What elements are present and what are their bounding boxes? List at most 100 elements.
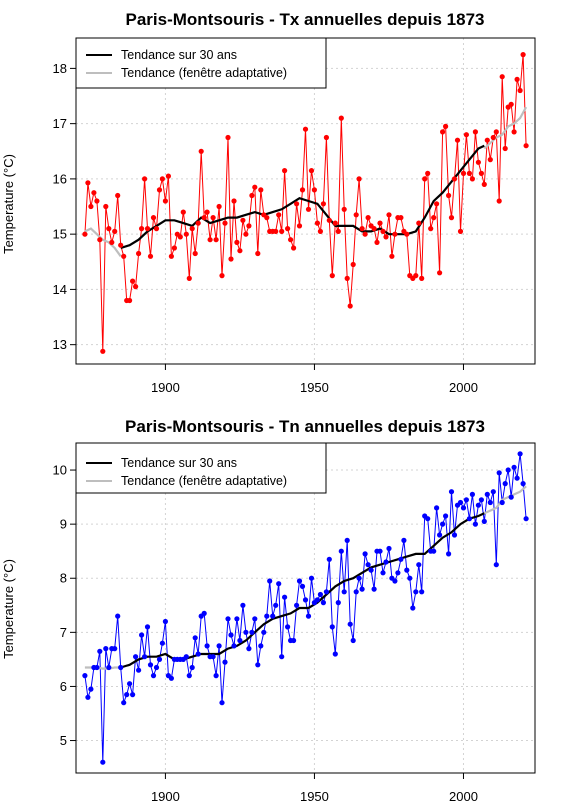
data-point bbox=[195, 220, 201, 226]
data-point bbox=[121, 700, 127, 706]
series-layer bbox=[82, 52, 529, 354]
data-point bbox=[115, 192, 121, 199]
data-point bbox=[139, 632, 145, 638]
y-axis-label: Temperature (°C) bbox=[1, 559, 16, 659]
data-point bbox=[472, 521, 478, 527]
data-point bbox=[341, 206, 347, 212]
data-point bbox=[317, 228, 323, 234]
legend-label-trend-adaptive: Tendance (fenêtre adaptative) bbox=[121, 66, 287, 80]
data-point bbox=[329, 273, 335, 279]
data-point bbox=[118, 242, 124, 248]
data-point bbox=[210, 654, 216, 660]
data-point bbox=[496, 198, 502, 204]
data-point bbox=[380, 570, 386, 576]
data-point bbox=[314, 597, 320, 603]
data-point bbox=[168, 253, 174, 259]
data-point bbox=[142, 176, 148, 182]
data-point bbox=[222, 220, 228, 226]
data-point bbox=[446, 192, 452, 199]
data-point bbox=[466, 170, 472, 176]
data-point bbox=[374, 239, 380, 245]
data-point bbox=[517, 451, 523, 457]
data-point bbox=[156, 656, 163, 663]
data-point bbox=[255, 250, 261, 257]
data-point bbox=[246, 646, 252, 652]
data-point bbox=[502, 481, 508, 487]
data-point bbox=[121, 253, 127, 259]
data-point bbox=[451, 176, 458, 182]
data-point bbox=[425, 170, 431, 176]
data-point bbox=[413, 589, 419, 595]
data-point bbox=[189, 664, 195, 671]
axes: 1900 1950 2000 13 14 15 16 17 18 bbox=[53, 61, 478, 395]
data-point bbox=[279, 654, 285, 660]
data-point bbox=[299, 583, 306, 590]
data-point bbox=[413, 273, 419, 279]
data-point bbox=[323, 589, 329, 595]
data-point bbox=[422, 176, 428, 182]
y-tick-label: 17 bbox=[53, 116, 67, 131]
data-point bbox=[314, 220, 320, 226]
data-point bbox=[475, 159, 481, 165]
x-tick-label: 2000 bbox=[449, 789, 478, 804]
data-point bbox=[225, 134, 231, 141]
data-point bbox=[198, 148, 204, 154]
data-point bbox=[308, 168, 315, 174]
data-point bbox=[189, 226, 195, 232]
data-point bbox=[195, 651, 201, 657]
data-point bbox=[362, 231, 368, 237]
data-point bbox=[270, 613, 276, 619]
trend-adaptive-line bbox=[483, 106, 528, 150]
data-point bbox=[416, 562, 422, 568]
y-tick-label: 6 bbox=[60, 679, 67, 694]
data-point bbox=[428, 226, 434, 232]
data-point bbox=[329, 624, 335, 630]
data-point bbox=[162, 618, 168, 625]
data-point bbox=[279, 228, 285, 234]
data-point bbox=[523, 516, 529, 522]
data-point bbox=[368, 567, 374, 573]
data-point bbox=[180, 209, 186, 215]
data-point bbox=[103, 646, 109, 652]
data-point bbox=[296, 223, 303, 229]
data-point bbox=[162, 198, 168, 204]
data-point bbox=[335, 600, 341, 606]
data-point bbox=[404, 567, 410, 573]
data-point bbox=[511, 464, 517, 470]
data-point bbox=[264, 215, 270, 221]
data-point bbox=[127, 681, 133, 687]
x-tick-label: 1950 bbox=[300, 789, 329, 804]
data-point bbox=[106, 664, 112, 671]
data-point bbox=[365, 562, 371, 568]
data-point bbox=[302, 126, 309, 132]
data-point bbox=[183, 231, 189, 237]
data-point bbox=[440, 521, 446, 527]
data-point bbox=[201, 215, 207, 221]
data-point bbox=[231, 643, 237, 649]
data-point bbox=[344, 537, 350, 544]
data-point bbox=[207, 237, 213, 243]
data-point bbox=[487, 499, 493, 506]
data-point bbox=[359, 586, 365, 592]
y-tick-label: 9 bbox=[60, 517, 67, 532]
data-point bbox=[136, 667, 142, 673]
data-point bbox=[377, 548, 383, 554]
data-point bbox=[347, 303, 353, 309]
legend-label-trend-adaptive: Tendance (fenêtre adaptative) bbox=[121, 474, 287, 488]
y-tick-label: 16 bbox=[53, 171, 67, 186]
data-point bbox=[261, 629, 267, 635]
data-point bbox=[213, 673, 219, 679]
data-point bbox=[276, 581, 282, 587]
chart-tx: Paris-Montsouris - Tx annuelles depuis 1… bbox=[1, 10, 536, 395]
x-tick-label: 1900 bbox=[151, 789, 180, 804]
data-point bbox=[273, 228, 279, 234]
data-point bbox=[478, 170, 484, 176]
data-point bbox=[380, 228, 386, 234]
data-point bbox=[502, 145, 508, 152]
data-point bbox=[291, 637, 297, 644]
data-point bbox=[82, 231, 88, 237]
data-point bbox=[246, 223, 252, 229]
data-point bbox=[153, 664, 160, 671]
data-point bbox=[294, 602, 300, 608]
data-point bbox=[276, 212, 282, 218]
